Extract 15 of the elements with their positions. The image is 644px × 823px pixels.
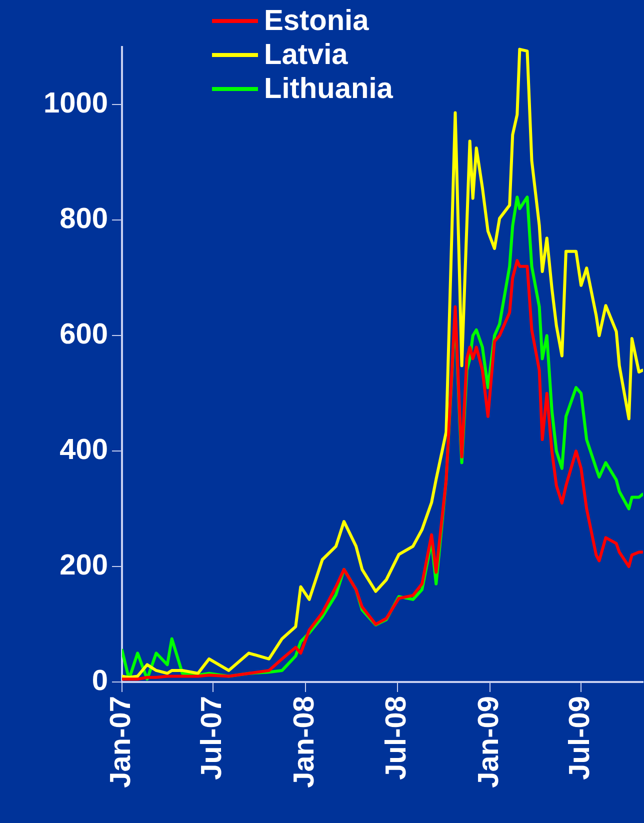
x-tick-label: Jul-09 — [564, 696, 596, 780]
y-tick-label: 800 — [60, 203, 108, 236]
y-tick-label: 0 — [92, 665, 108, 697]
x-tick-label: Jan-07 — [105, 696, 137, 788]
x-tick-label: Jan-08 — [288, 696, 321, 788]
x-tick-label: Jul-07 — [196, 696, 228, 780]
y-tick-label: 1000 — [43, 88, 108, 120]
y-tick-label: 200 — [60, 550, 108, 582]
x-tick-label: Jul-08 — [380, 696, 412, 780]
legend-label: Lithuania — [264, 72, 393, 106]
legend-label: Latvia — [264, 38, 348, 72]
x-tick-label: Jan-09 — [472, 696, 505, 788]
y-tick-label: 600 — [60, 318, 108, 351]
legend-label: Estonia — [264, 4, 369, 38]
y-tick-label: 400 — [60, 434, 108, 466]
